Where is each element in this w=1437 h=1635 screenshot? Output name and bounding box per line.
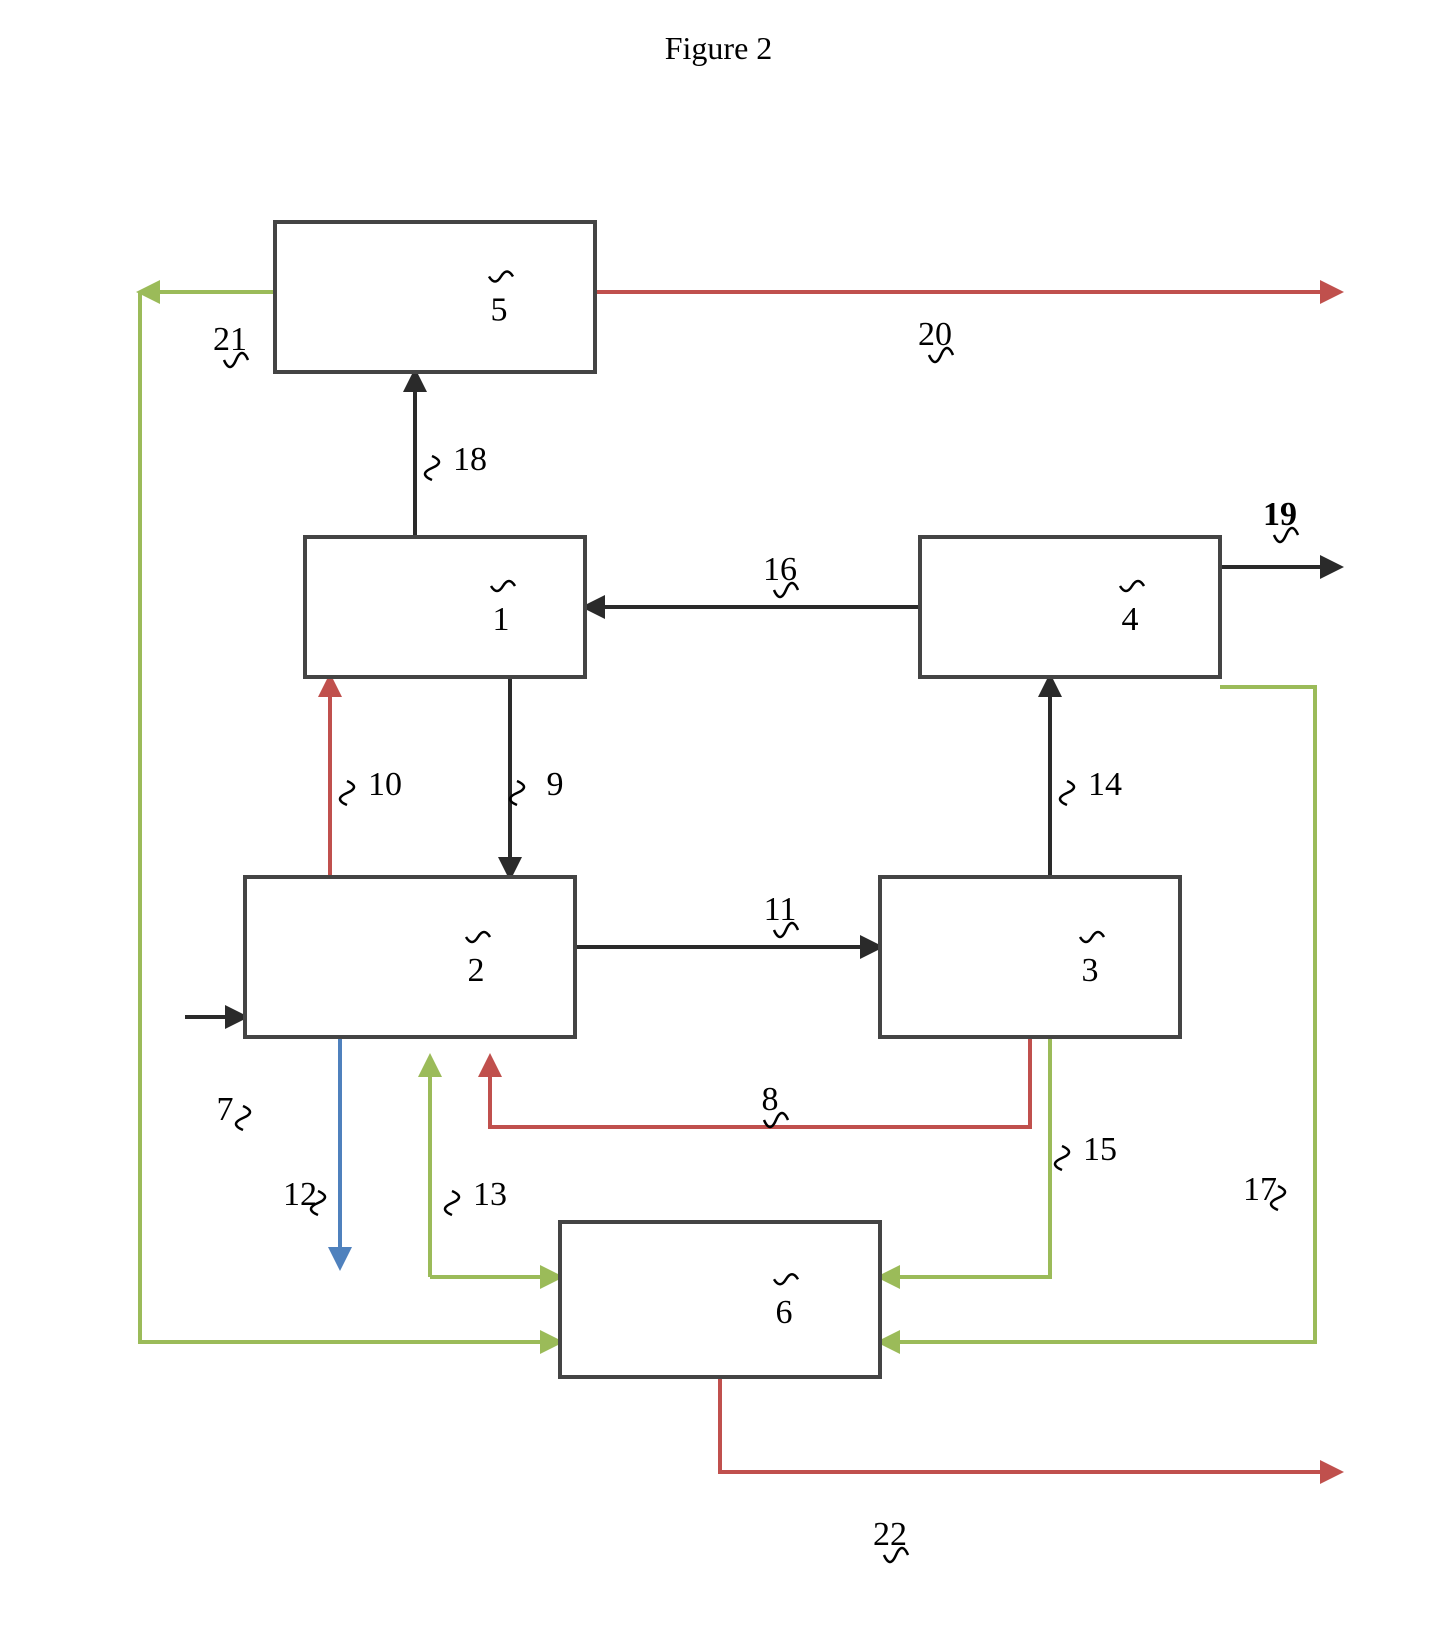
- edge-label-18: 18: [453, 441, 487, 478]
- edge-label-15: 15: [1083, 1131, 1117, 1168]
- block-1: [305, 537, 585, 677]
- edge-label-tie-14: [1060, 781, 1074, 805]
- edge-label-tie-10: [340, 781, 354, 805]
- block-label-2: 2: [468, 952, 485, 989]
- edge-label-tie-9: [510, 781, 524, 805]
- diagram-svg: 12345678910111213141516171819202122: [0, 67, 1437, 1635]
- edge-e8: [490, 1037, 1030, 1127]
- block-3: [880, 877, 1180, 1037]
- block-label-4: 4: [1122, 601, 1139, 638]
- block-5: [275, 222, 595, 372]
- edge-label-10: 10: [368, 766, 402, 803]
- edge-label-7: 7: [217, 1091, 234, 1128]
- block-label-5: 5: [491, 291, 508, 328]
- figure-title: Figure 2: [0, 0, 1437, 67]
- edge-e15: [880, 1037, 1050, 1277]
- edge-label-tie-18: [425, 456, 439, 480]
- edge-label-tie-15: [1055, 1146, 1069, 1170]
- block-6: [560, 1222, 880, 1377]
- edge-label-tie-13: [445, 1191, 459, 1215]
- block-label-3: 3: [1082, 952, 1099, 989]
- edge-label-8: 8: [762, 1081, 779, 1118]
- block-label-1: 1: [493, 601, 510, 638]
- edge-label-14: 14: [1088, 766, 1122, 803]
- edge-label-9: 9: [547, 766, 564, 803]
- block-label-6: 6: [776, 1294, 793, 1331]
- edge-label-13: 13: [473, 1176, 507, 1213]
- block-4: [920, 537, 1220, 677]
- edge-e22: [720, 1377, 1340, 1472]
- block-2: [245, 877, 575, 1037]
- diagram-canvas: 12345678910111213141516171819202122: [0, 67, 1437, 1635]
- edge-label-tie-7: [236, 1106, 250, 1130]
